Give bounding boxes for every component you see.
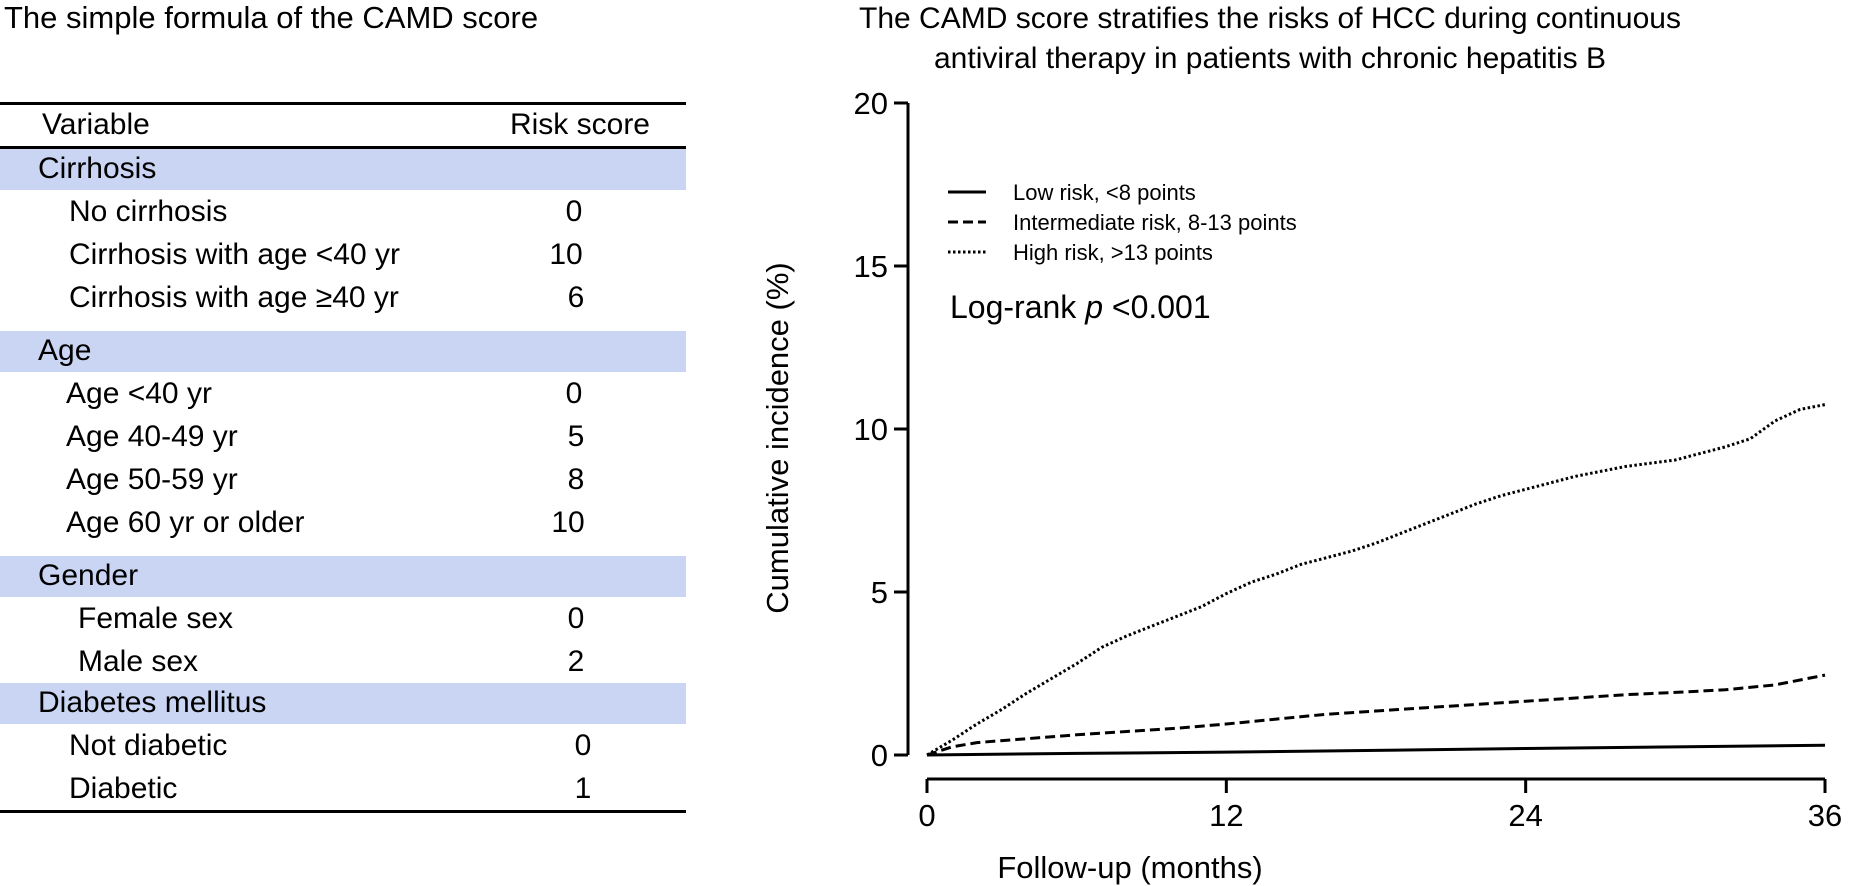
chart-legend: Low risk, <8 points Intermediate risk, 8-… (948, 180, 1297, 265)
table-row: Age 50-59 yr 8 (0, 458, 686, 501)
y-tick-label: 5 (871, 575, 888, 610)
section-gender: Gender (0, 556, 686, 597)
cumulative-incidence-chart: The CAMD score stratifies the risks of H… (760, 2, 1843, 885)
table-row: No cirrhosis 0 (0, 190, 686, 233)
row-score: 8 (567, 463, 585, 496)
section-cirrhosis: Cirrhosis (0, 149, 686, 190)
x-tick-label: 0 (918, 798, 935, 833)
table-row: Cirrhosis with age <40 yr 10 (0, 233, 686, 276)
y-axis-label: Cumulative incidence (%) (760, 262, 795, 613)
chart-series (926, 403, 1826, 757)
row-score: 10 (551, 506, 585, 539)
row-label: Female sex (78, 602, 234, 635)
y-tick-label: 0 (871, 738, 888, 773)
y-tick-label: 20 (854, 86, 888, 121)
row-score: 5 (567, 420, 585, 453)
row-score: 0 (567, 602, 585, 635)
legend-label: High risk, >13 points (1013, 240, 1213, 265)
table-row: Diabetic 1 (0, 767, 686, 810)
row-score: 2 (567, 645, 585, 678)
y-tick-label: 15 (854, 249, 888, 284)
table-row: Age 40-49 yr 5 (0, 415, 686, 458)
section-diabetes: Diabetes mellitus (0, 683, 686, 724)
row-label: Cirrhosis with age ≥40 yr (69, 281, 399, 314)
series-line-solid (926, 743, 1826, 757)
x-tick-label: 36 (1808, 798, 1842, 833)
header-variable: Variable (42, 108, 150, 141)
row-label: Not diabetic (69, 729, 228, 762)
row-label: Cirrhosis with age <40 yr (69, 238, 400, 271)
row-score: 0 (565, 377, 583, 410)
log-rank-annotation: Log-rank p <0.001 (950, 289, 1211, 325)
table-row: Male sex 2 (0, 640, 686, 683)
row-label: Age 60 yr or older (66, 506, 305, 539)
series-line-dotted (926, 403, 1826, 757)
chart-axes: 0 5 10 15 20 0 12 24 36 (854, 86, 1843, 833)
section-label: Age (38, 334, 92, 367)
row-score: 0 (574, 729, 592, 762)
row-label: Male sex (78, 645, 199, 678)
risk-score-table: Variable Risk score Cirrhosis No cirrhos… (0, 102, 686, 813)
row-label: No cirrhosis (69, 195, 228, 228)
row-score: 1 (574, 772, 592, 805)
section-age: Age (0, 331, 686, 372)
row-label: Diabetic (69, 772, 178, 805)
row-label: Age 40-49 yr (66, 420, 238, 453)
table-row: Female sex 0 (0, 597, 686, 640)
table-row: Not diabetic 0 (0, 724, 686, 767)
table-row: Age 60 yr or older 10 (0, 501, 686, 544)
chart-title-line-2: antiviral therapy in patients with chron… (934, 42, 1606, 75)
legend-label: Intermediate risk, 8-13 points (1013, 210, 1297, 235)
section-label: Cirrhosis (38, 152, 157, 185)
table-title: The simple formula of the CAMD score (4, 0, 539, 35)
row-score: 10 (549, 238, 583, 271)
row-score: 0 (565, 195, 583, 228)
x-axis-label: Follow-up (months) (997, 850, 1262, 885)
series-line-dashed (926, 673, 1826, 757)
y-tick-label: 10 (854, 412, 888, 447)
x-tick-label: 24 (1508, 798, 1542, 833)
legend-label: Low risk, <8 points (1013, 180, 1196, 205)
chart-title-line-1: The CAMD score stratifies the risks of H… (859, 2, 1681, 35)
section-label: Gender (38, 559, 139, 592)
header-risk-score: Risk score (509, 108, 650, 141)
table-header: Variable Risk score (0, 105, 686, 149)
row-label: Age 50-59 yr (66, 463, 238, 496)
row-score: 6 (567, 281, 585, 314)
table-row: Age <40 yr 0 (0, 372, 686, 415)
row-label: Age <40 yr (66, 377, 212, 410)
section-label: Diabetes mellitus (38, 686, 267, 719)
table-row: Cirrhosis with age ≥40 yr 6 (0, 276, 686, 319)
x-tick-label: 12 (1209, 798, 1243, 833)
